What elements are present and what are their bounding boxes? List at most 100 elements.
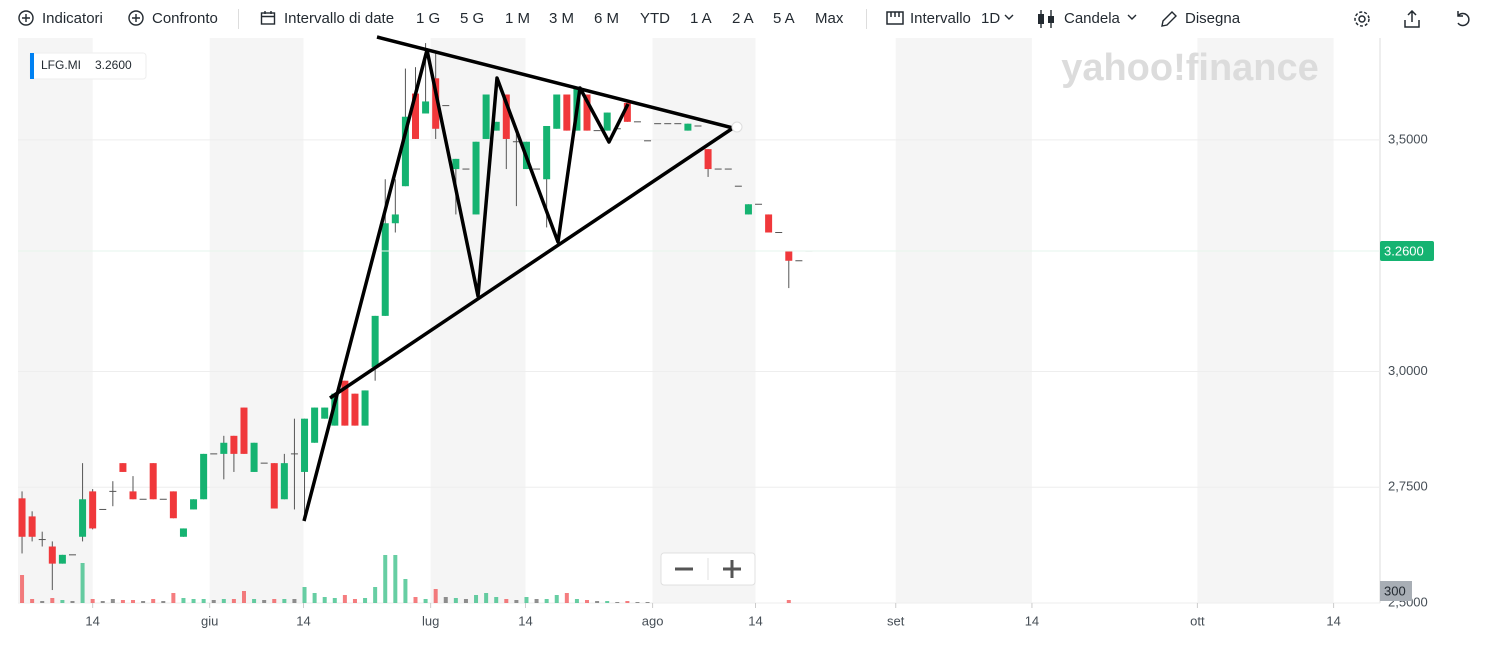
volume-bar [403, 579, 408, 603]
candle-body [169, 491, 177, 519]
candle-body [28, 516, 36, 537]
y-tick-label: 2,7500 [1388, 479, 1428, 494]
settings-icon[interactable] [1353, 10, 1371, 28]
candle-body [684, 123, 692, 131]
candle-body [573, 86, 581, 131]
candle-body [613, 128, 621, 130]
dropdown[interactable]: Candela [1064, 10, 1120, 27]
button[interactable]: Disegna [1185, 10, 1241, 27]
button[interactable]: Confronto [152, 10, 218, 27]
range-button[interactable]: 3 M [549, 10, 575, 27]
range-button[interactable]: 5 A [773, 10, 795, 27]
candle-body [321, 407, 329, 419]
icon [886, 11, 904, 25]
bands [18, 38, 1334, 603]
volume-tick-label: 300 [1384, 583, 1406, 598]
candle-body [522, 141, 530, 170]
candle-body [694, 125, 702, 127]
volume-bar [40, 601, 45, 603]
range-button[interactable]: 2 A [732, 10, 754, 27]
candle-body [109, 490, 117, 492]
button[interactable]: Indicatori [42, 10, 103, 27]
candle-body [401, 116, 409, 187]
range-button[interactable]: 1 M [505, 10, 531, 27]
candle-body [654, 123, 662, 125]
last-price-box [1380, 241, 1434, 262]
volume-bar [120, 600, 125, 603]
candle-body [492, 121, 500, 131]
button[interactable]: Intervallo [910, 10, 971, 27]
separator [866, 9, 867, 29]
volume-bar [272, 599, 277, 603]
volume-bar [544, 599, 549, 603]
candle-body [18, 498, 26, 537]
candle-body [260, 462, 268, 464]
volume-bar [383, 555, 388, 603]
volume-bar [231, 599, 236, 603]
x-tick-label: set [887, 613, 905, 628]
range-button[interactable]: 5 G [460, 10, 485, 27]
volume-bar [50, 598, 55, 603]
candle-body [734, 185, 742, 187]
volume-bar [786, 600, 791, 603]
volume-bar [100, 601, 105, 603]
x-tick-label: lug [422, 613, 439, 628]
volume-bar [252, 599, 257, 603]
candle-body [553, 94, 561, 129]
range-button[interactable]: 6 M [594, 10, 620, 27]
volume-bar [352, 599, 357, 603]
volume-bar [90, 599, 95, 603]
volume-bar [453, 598, 458, 603]
volume-bar [262, 600, 267, 603]
volume-bar [625, 601, 630, 603]
candle-body [412, 93, 420, 139]
volume-bar [494, 597, 499, 603]
range-button[interactable]: YTD [640, 10, 670, 27]
candle-body [593, 130, 601, 132]
candle-body [472, 141, 480, 215]
band [652, 38, 756, 603]
candle-body [149, 463, 157, 500]
volume-bar [574, 599, 579, 603]
icon [128, 10, 144, 26]
volume-bar [141, 601, 146, 603]
range-button[interactable]: Max [815, 10, 844, 27]
volume-bar [241, 591, 246, 603]
candle-body [502, 94, 510, 139]
candle-body [311, 407, 319, 443]
candle-body [664, 123, 672, 125]
chevron [1004, 14, 1014, 20]
candle-body [704, 149, 712, 170]
candle-body [250, 442, 258, 472]
volume-bar [554, 595, 559, 603]
candle-body [623, 102, 631, 122]
range-button[interactable]: 1 G [416, 10, 441, 27]
icon [260, 11, 276, 25]
volume-bar [463, 599, 468, 603]
reset-icon[interactable] [1454, 10, 1472, 28]
volume-bar [181, 598, 186, 603]
dropdown[interactable]: 1D [981, 10, 1001, 27]
candle-body [795, 260, 803, 262]
volume-bar [595, 601, 600, 603]
icon [18, 10, 34, 26]
legend-swatch [30, 53, 34, 79]
candle-body [290, 453, 298, 455]
candle-body [644, 140, 652, 142]
volume-bar [282, 599, 287, 603]
candle-body [48, 546, 56, 564]
x-tick-label: 14 [518, 613, 532, 628]
candle-body [190, 499, 198, 510]
candle-body [755, 203, 763, 205]
button[interactable]: Intervallo di date [284, 10, 395, 27]
legend-value: 3.2600 [95, 58, 132, 72]
x-tick-label: 14 [748, 613, 762, 628]
volume-bar [393, 555, 398, 603]
candle-body [432, 78, 440, 129]
candle-body [765, 214, 773, 233]
band [430, 38, 526, 603]
range-button[interactable]: 1 A [690, 10, 712, 27]
candle-body [341, 380, 349, 426]
share-icon[interactable] [1403, 10, 1421, 28]
candle-body [79, 499, 87, 537]
